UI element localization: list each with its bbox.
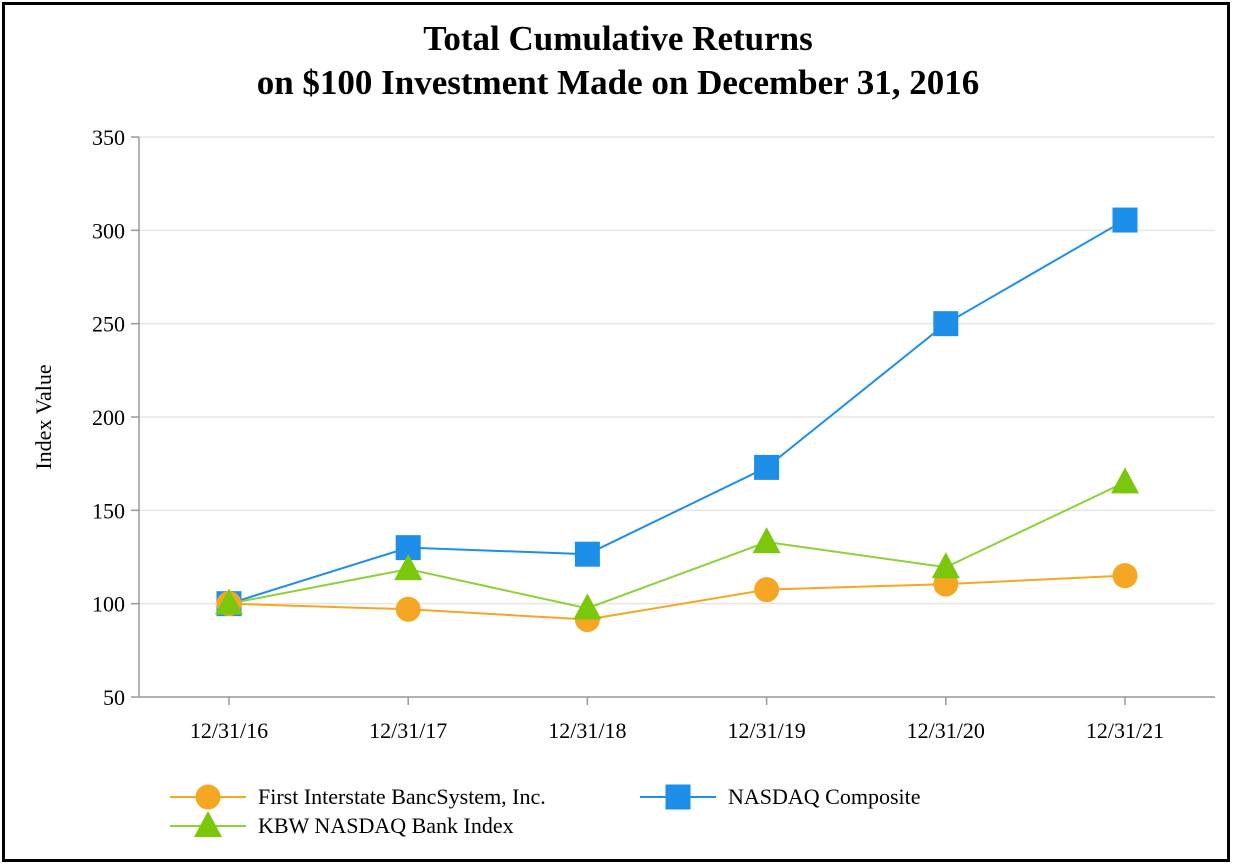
legend-label: NASDAQ Composite [728,784,921,809]
legend-label: KBW NASDAQ Bank Index [258,813,514,838]
data-point-triangle [931,552,960,579]
axes [131,136,1215,705]
data-point-triangle [394,554,423,581]
data-point-square [1112,207,1138,233]
y-tick-label: 50 [103,685,125,710]
data-point-circle [754,577,780,603]
series-group [215,207,1139,633]
data-point-triangle [1111,467,1139,494]
legend: First Interstate BancSystem, Inc. NASDAQ … [170,784,921,838]
legend-marker-square [665,784,691,810]
y-tick-label: 350 [92,125,125,150]
data-point-square [933,311,959,337]
y-tick-label: 300 [92,218,125,243]
x-tick-label: 12/31/19 [727,718,805,743]
x-tick-label: 12/31/16 [190,718,268,743]
chart-title-line2: on $100 Investment Made on December 31, … [257,63,980,102]
data-point-square [574,541,600,567]
series-line-square [228,219,1126,605]
legend-marker-triangle [194,811,222,837]
y-tick-label: 250 [92,312,125,337]
y-tick-label: 100 [92,592,125,617]
data-point-triangle [573,593,602,620]
y-tick-label: 200 [92,405,125,430]
data-point-square [754,454,780,480]
x-tick-labels: 12/31/16 12/31/17 12/31/18 12/31/19 12/31/20… [190,718,1164,743]
x-tick-label: 12/31/21 [1086,718,1164,743]
x-tick-label: 12/31/20 [907,718,985,743]
x-tick-label: 12/31/17 [369,718,447,743]
series-line-triangle [228,481,1126,610]
data-point-triangle [215,588,243,615]
data-point-circle [1112,563,1138,589]
data-point-triangle [752,527,781,554]
legend-marker-circle [195,784,221,810]
x-tick-label: 12/31/18 [548,718,626,743]
series-line-circle [228,574,1126,621]
y-tick-label: 150 [92,498,125,523]
gridlines [139,136,1215,605]
y-axis-title: Index Value [31,364,56,469]
data-point-circle [395,596,421,622]
chart-title-line1: Total Cumulative Returns [423,19,813,58]
legend-label: First Interstate BancSystem, Inc. [258,784,546,809]
y-tick-labels: 50 100 150 200 250 300 350 [92,125,125,710]
